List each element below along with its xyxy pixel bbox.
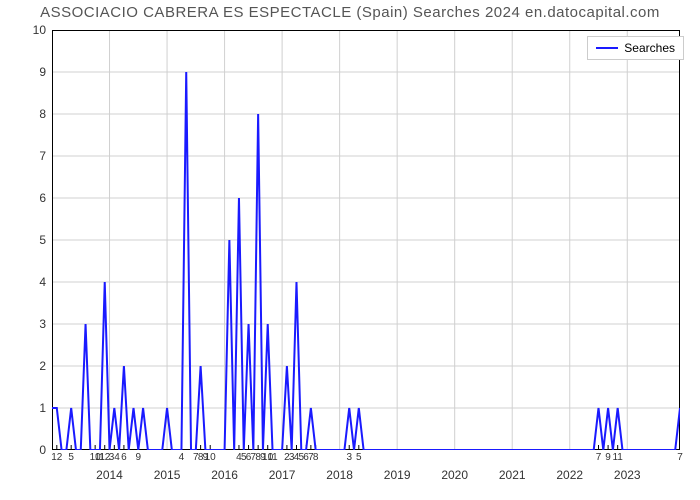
xtick-label: 7 [677, 452, 683, 463]
xtick-label: 7 [596, 452, 602, 463]
year-label: 2017 [269, 468, 296, 482]
legend-swatch [596, 47, 618, 49]
xtick-label: 34 [109, 452, 120, 463]
xtick-label: 11 [267, 452, 277, 463]
xtick-label: 9 [136, 452, 142, 463]
chart-svg [52, 30, 680, 450]
ytick-label: 6 [6, 191, 46, 205]
ytick-label: 0 [6, 443, 46, 457]
ytick-label: 4 [6, 275, 46, 289]
chart-container: ASSOCIACIO CABRERA ES ESPECTACLE (Spain)… [0, 0, 700, 500]
ytick-label: 1 [6, 401, 46, 415]
ytick-label: 3 [6, 317, 46, 331]
ytick-label: 7 [6, 149, 46, 163]
xtick-label: 5 [68, 452, 74, 463]
xtick-label: 4 [179, 452, 185, 463]
ytick-label: 2 [6, 359, 46, 373]
year-label: 2019 [384, 468, 411, 482]
legend-label: Searches [624, 41, 675, 55]
xtick-label: 12 [51, 452, 62, 463]
plot-area [52, 30, 680, 450]
ytick-label: 8 [6, 107, 46, 121]
year-label: 2023 [614, 468, 641, 482]
xtick-label: 3 [346, 452, 352, 463]
legend: Searches [587, 36, 684, 60]
xtick-label: 11 [612, 452, 622, 463]
year-label: 2020 [441, 468, 468, 482]
xtick-label: 6 [121, 452, 127, 463]
xtick-label: 8 [313, 452, 319, 463]
year-label: 2022 [556, 468, 583, 482]
year-label: 2021 [499, 468, 526, 482]
year-label: 2014 [96, 468, 123, 482]
ytick-label: 5 [6, 233, 46, 247]
xtick-label: 9 [605, 452, 611, 463]
xtick-label: 10 [205, 452, 216, 463]
xtick-label: 5 [356, 452, 362, 463]
ytick-label: 9 [6, 65, 46, 79]
ytick-label: 10 [6, 23, 46, 37]
year-label: 2018 [326, 468, 353, 482]
year-label: 2016 [211, 468, 238, 482]
year-label: 2015 [154, 468, 181, 482]
chart-title: ASSOCIACIO CABRERA ES ESPECTACLE (Spain)… [0, 4, 700, 21]
